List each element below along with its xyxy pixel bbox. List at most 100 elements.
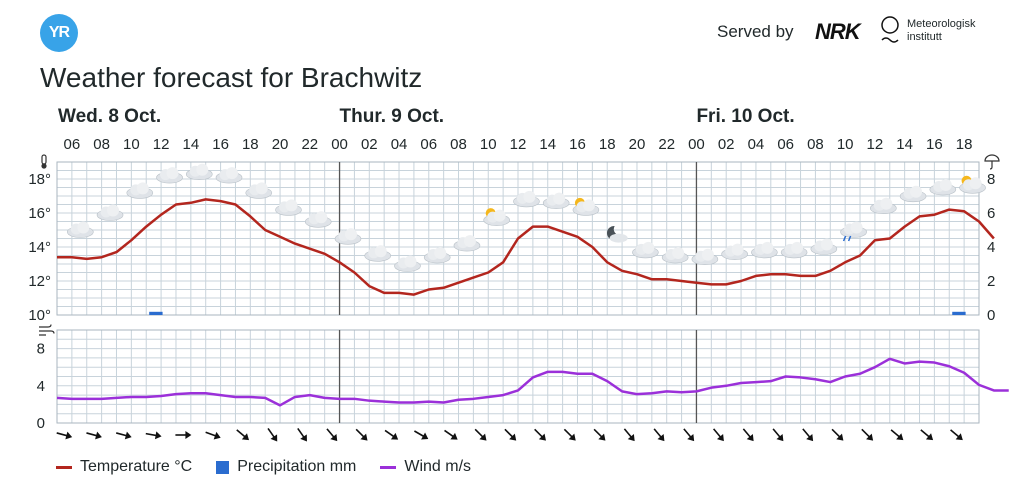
hour-tick-label: 02 — [361, 136, 378, 153]
cloud-weather-icon — [423, 247, 451, 264]
temperature-tick-label: 16° — [28, 205, 51, 222]
legend-temperature-label: Temperature °C — [80, 458, 193, 475]
cloud-weather-icon — [215, 167, 243, 184]
cloud-weather-icon — [780, 241, 808, 259]
cloud-weather-icon — [126, 182, 154, 199]
hour-tick-label: 00 — [331, 136, 348, 153]
wind-direction-arrow-icon — [563, 428, 576, 441]
temperature-tick-label: 18° — [28, 171, 51, 188]
thermometer-icon — [41, 154, 47, 169]
hour-tick-label: 16 — [212, 136, 229, 153]
cloud-weather-icon — [513, 190, 540, 208]
legend-wind-label: Wind m/s — [404, 458, 472, 475]
wind-direction-arrow-icon — [653, 428, 665, 442]
wind-tick-label: 0 — [37, 415, 45, 432]
hour-tick-label: 08 — [450, 136, 467, 153]
cloud-weather-icon — [96, 204, 124, 221]
partly-cloudy-day-weather-icon — [572, 197, 600, 216]
cloud-weather-icon — [304, 211, 332, 228]
hour-tick-label: 16 — [926, 136, 943, 153]
partly-cloudy-day-weather-icon — [483, 208, 510, 226]
cloud-weather-icon — [156, 167, 183, 184]
hour-tick-label: 00 — [688, 136, 705, 153]
wind-direction-arrow-icon — [474, 428, 487, 441]
umbrella-icon — [984, 154, 1000, 170]
wind-icon — [39, 324, 55, 336]
chart-legend: Temperature °C Precipitation mm Wind m/s — [56, 458, 471, 476]
cloud-weather-icon — [394, 255, 421, 272]
day-label: Wed. 8 Oct. — [58, 106, 161, 127]
wind-direction-arrow-icon — [623, 428, 635, 442]
hour-tick-label: 02 — [718, 136, 735, 153]
precipitation-bar — [149, 311, 163, 315]
temperature-tick-label: 14° — [28, 239, 51, 256]
hour-tick-label: 08 — [93, 136, 110, 153]
met-institute-logo-icon[interactable] — [880, 16, 900, 46]
wind-direction-arrow-icon — [145, 431, 162, 440]
temp-panel-border — [56, 161, 980, 316]
hour-tick-label: 14 — [896, 136, 913, 153]
hour-tick-label: 16 — [569, 136, 586, 153]
cloud-weather-icon — [542, 192, 570, 209]
legend-precipitation-label: Precipitation mm — [237, 458, 357, 475]
met-institute-line2: institutt — [907, 31, 942, 43]
wind-direction-arrow-icon — [593, 428, 606, 441]
wind-direction-arrow-icon — [683, 428, 695, 442]
wind-direction-arrow-icon — [534, 428, 546, 441]
wind-direction-arrow-icon — [115, 431, 132, 440]
wind-line — [56, 357, 1009, 407]
hour-tick-label: 14 — [182, 136, 199, 153]
cloud-weather-icon — [721, 243, 748, 260]
wind-direction-arrow-icon — [890, 429, 904, 441]
wind-tick-label: 8 — [37, 341, 45, 358]
cloud-weather-icon — [364, 245, 392, 262]
wind-tick-label: 4 — [37, 378, 45, 395]
hour-tick-label: 20 — [629, 136, 646, 153]
hour-tick-label: 10 — [480, 136, 497, 153]
met-institute-name: Meteorologisk institutt — [907, 18, 975, 44]
cloud-weather-icon — [275, 199, 302, 216]
hour-tick-label: 22 — [658, 136, 675, 153]
cloud-weather-icon — [751, 241, 778, 259]
wind-direction-arrow-icon — [772, 428, 784, 442]
wind-direction-arrow-icon — [950, 429, 963, 441]
hour-tick-label: 22 — [301, 136, 318, 153]
precipitation-tick-label: 4 — [987, 239, 995, 256]
met-institute-line1: Meteorologisk — [907, 18, 976, 30]
wind-direction-arrow-icon — [175, 431, 192, 439]
wind-direction-arrow-icon — [326, 428, 338, 442]
wind-direction-arrow-icon — [831, 428, 844, 441]
wind-direction-arrow-icon — [920, 429, 934, 441]
precipitation-tick-label: 6 — [987, 205, 995, 222]
wind-direction-arrow-icon — [236, 429, 250, 441]
nrk-logo[interactable]: NRK — [815, 19, 861, 44]
cloud-weather-icon — [899, 185, 927, 203]
legend-precipitation: Precipitation mm — [216, 458, 356, 476]
partly-cloudy-night-weather-icon — [606, 226, 628, 243]
hour-tick-label: 10 — [837, 136, 854, 153]
wind-direction-arrow-icon — [205, 431, 221, 440]
hour-tick-label: 12 — [867, 136, 884, 153]
hour-tick-label: 12 — [510, 136, 527, 153]
yr-logo[interactable]: YR — [40, 14, 78, 52]
day-label: Thur. 9 Oct. — [340, 106, 445, 127]
wind-direction-arrow-icon — [56, 431, 73, 440]
day-label: Fri. 10 Oct. — [696, 106, 794, 127]
wind-direction-arrow-icon — [742, 428, 754, 442]
hour-tick-label: 14 — [539, 136, 556, 153]
hour-tick-label: 18 — [599, 136, 616, 153]
precipitation-tick-label: 2 — [987, 273, 995, 290]
hour-tick-label: 20 — [272, 136, 289, 153]
precipitation-bar — [952, 311, 966, 315]
wind-direction-arrow-icon — [297, 427, 307, 442]
hour-tick-label: 08 — [807, 136, 824, 153]
cloud-weather-icon — [632, 241, 659, 259]
legend-precipitation-swatch — [216, 460, 230, 474]
legend-temperature: Temperature °C — [56, 458, 192, 476]
cloud-weather-icon — [334, 228, 362, 245]
cloud-weather-icon — [691, 248, 719, 265]
precipitation-tick-label: 0 — [987, 307, 995, 324]
wind-direction-arrow-icon — [355, 428, 368, 441]
hour-tick-label: 04 — [748, 136, 765, 153]
